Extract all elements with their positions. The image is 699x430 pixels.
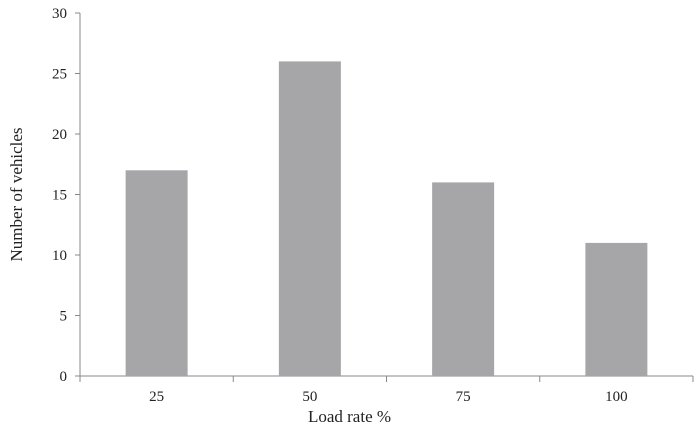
x-axis: 25 50 75 100 — [79, 375, 694, 405]
y-tick-label: 30 — [52, 6, 67, 22]
x-tick-label: 25 — [149, 389, 164, 405]
y-tick-label: 25 — [52, 67, 67, 83]
y-tick-label: 0 — [60, 369, 68, 385]
bars — [125, 61, 648, 377]
x-tick-label: 100 — [605, 389, 628, 405]
x-axis-title: Load rate % — [308, 407, 391, 426]
x-tick-label: 75 — [456, 389, 471, 405]
x-tick-label: 50 — [302, 389, 317, 405]
y-tick-label: 20 — [52, 127, 67, 143]
y-axis: 0 5 10 15 20 25 30 — [52, 6, 81, 385]
y-tick-label: 5 — [60, 309, 68, 325]
bar-75 — [432, 182, 495, 376]
bar-100 — [585, 242, 648, 376]
y-tick-label: 10 — [52, 248, 67, 264]
y-axis-title: Number of vehicles — [7, 127, 26, 261]
bar-25 — [125, 170, 188, 376]
y-tick-label: 15 — [52, 188, 67, 204]
bar-50 — [278, 61, 341, 377]
